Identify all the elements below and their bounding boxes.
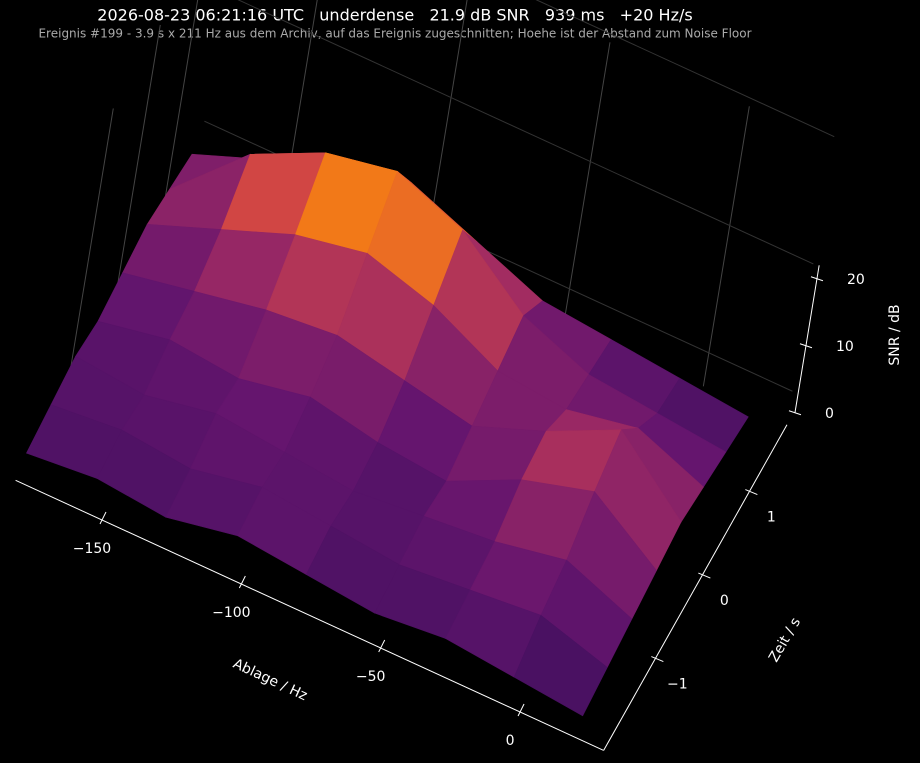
grid-line xyxy=(563,42,611,323)
grid-line xyxy=(113,24,161,306)
y-axis-line xyxy=(603,424,788,751)
z-axis-label: SNR / dB xyxy=(887,304,903,365)
grid-line xyxy=(66,108,114,389)
y-axis-label: Zeit / s xyxy=(766,615,804,665)
x-tick-label: −50 xyxy=(356,669,386,685)
y-tick-label: 0 xyxy=(720,593,729,609)
y-tick xyxy=(651,656,664,663)
grid-line xyxy=(702,106,750,387)
x-axis-line xyxy=(15,479,604,751)
z-tick-label: 0 xyxy=(825,406,834,422)
x-tick xyxy=(238,575,246,589)
x-tick-label: −100 xyxy=(212,605,250,621)
grid-line xyxy=(160,0,199,222)
y-tick xyxy=(698,572,711,579)
x-tick xyxy=(517,703,525,717)
z-tick xyxy=(788,410,802,416)
x-tick xyxy=(99,511,107,525)
z-tick-label: 10 xyxy=(836,339,854,355)
z-tick xyxy=(799,343,813,349)
x-tick-label: −150 xyxy=(73,541,111,557)
grid-line xyxy=(237,0,814,265)
grid-line xyxy=(535,0,835,138)
chart-subtitle: Ereignis #199 - 3.9 s x 211 Hz aus dem A… xyxy=(38,27,751,41)
x-tick xyxy=(378,639,386,653)
z-tick xyxy=(810,276,824,282)
y-tick-label: 1 xyxy=(767,510,776,526)
z-axis-line xyxy=(794,265,820,413)
grid-line xyxy=(284,0,318,195)
chart-title: 2026-08-23 06:21:16 UTC underdense 21.9 … xyxy=(97,6,692,25)
y-tick-label: −1 xyxy=(667,677,688,693)
surface-patch xyxy=(513,614,608,717)
y-tick xyxy=(745,489,758,496)
x-tick-label: 0 xyxy=(506,733,515,749)
z-tick-label: 20 xyxy=(847,272,865,288)
x-axis-label: Ablage / Hz xyxy=(230,656,309,704)
